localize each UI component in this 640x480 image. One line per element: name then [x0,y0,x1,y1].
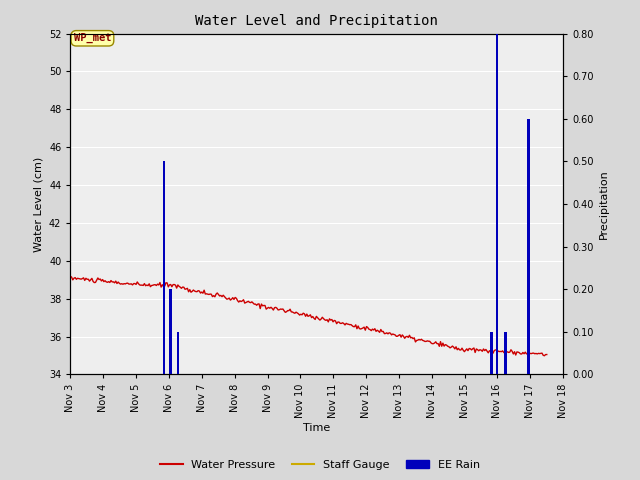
Bar [170,289,172,374]
Bar [490,332,493,374]
Y-axis label: Precipitation: Precipitation [599,169,609,239]
Bar [504,332,507,374]
X-axis label: Time: Time [303,423,330,433]
Bar [163,161,165,374]
Bar [527,119,530,374]
Bar [177,332,179,374]
Title: Water Level and Precipitation: Water Level and Precipitation [195,14,438,28]
Legend: Water Pressure, Staff Gauge, EE Rain: Water Pressure, Staff Gauge, EE Rain [156,456,484,474]
Y-axis label: Water Level (cm): Water Level (cm) [33,156,44,252]
Bar [495,34,498,374]
Text: WP_met: WP_met [74,33,111,43]
